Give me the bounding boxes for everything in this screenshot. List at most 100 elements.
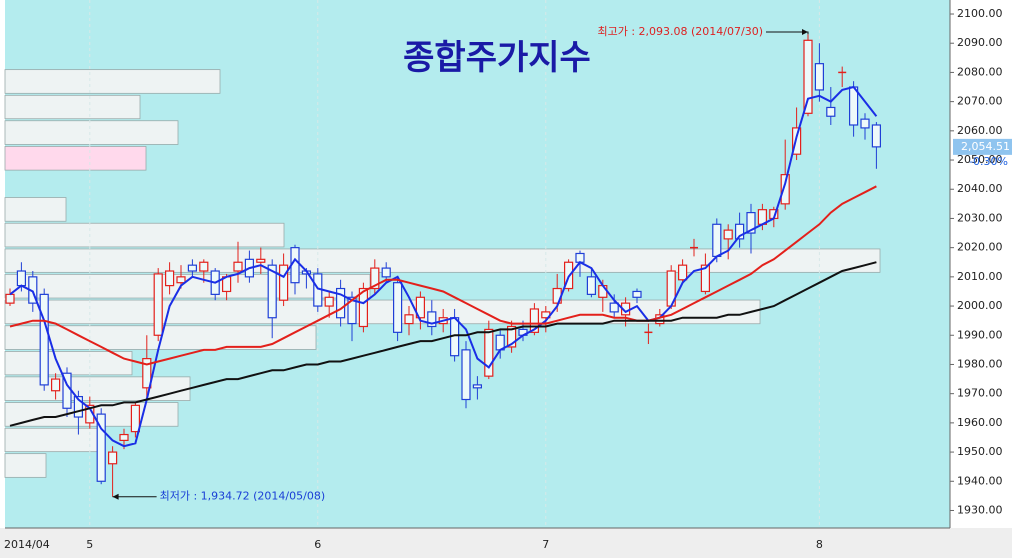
- change-label: -0.30%: [969, 155, 1008, 168]
- candle-body: [507, 325, 517, 348]
- candle-body: [404, 314, 414, 325]
- candle-body: [50, 378, 61, 392]
- candle-body: [73, 395, 84, 418]
- volume-bar: [4, 376, 191, 401]
- candle-body: [130, 404, 140, 433]
- y-tick-label: 1940.00: [957, 474, 1003, 487]
- candle-body: [712, 223, 722, 258]
- candle-body: [791, 127, 802, 155]
- x-tick-label: 7: [542, 538, 549, 551]
- y-tick-label: 1990.00: [957, 328, 1003, 341]
- candle-body: [472, 384, 482, 389]
- y-tick-label: 1980.00: [957, 357, 1003, 370]
- candle-body: [256, 258, 266, 263]
- candle-body: [233, 261, 243, 272]
- grid: [89, 0, 820, 528]
- candle-body: [803, 39, 813, 114]
- candle-body: [267, 264, 277, 319]
- candle-body: [279, 264, 289, 301]
- candle-body: [16, 270, 26, 287]
- y-tick-label: 2080.00: [957, 65, 1003, 78]
- moving-averages: [9, 85, 878, 448]
- min-annotation: 최저가 : 1,934.72 (2014/05/08): [160, 490, 326, 503]
- y-tick-label: 2060.00: [957, 124, 1003, 137]
- candle-body: [381, 267, 391, 278]
- y-tick-label: 1960.00: [957, 416, 1003, 429]
- candle-body: [370, 267, 380, 290]
- candle-body: [165, 270, 175, 287]
- candle-body: [734, 223, 745, 240]
- candle-body: [632, 290, 642, 298]
- candle-body: [826, 106, 836, 117]
- candle-body: [39, 293, 49, 386]
- moving-average: [9, 261, 877, 427]
- labels: 1930.00 1940.00 1950.00 1960.00 1970.00 1980.…: [4, 7, 1012, 551]
- y-tick-label: 2090.00: [957, 36, 1003, 49]
- chart-title: 종합주가지수: [403, 38, 591, 78]
- candle-body: [484, 328, 494, 377]
- max-arrowhead: [802, 29, 808, 35]
- candle-body: [176, 276, 186, 284]
- volume-bar: [4, 351, 133, 376]
- y-tick-label: 1930.00: [957, 503, 1003, 516]
- candle-body: [142, 358, 152, 389]
- candle-body: [575, 252, 585, 263]
- y-tick-label: 2040.00: [957, 182, 1003, 195]
- volume-bar: [4, 120, 179, 145]
- y-tick-label: 2050.00: [957, 153, 1003, 166]
- y-tick-label: 2100.00: [957, 7, 1003, 20]
- volume-bar: [4, 146, 147, 171]
- candle-body: [415, 296, 425, 319]
- y-tick-label: 2070.00: [957, 95, 1003, 108]
- last-price-label: 2,054.51: [961, 140, 1010, 153]
- candle-body: [529, 308, 540, 333]
- candle-body: [153, 273, 163, 336]
- volume-bar: [4, 453, 47, 478]
- max-annotation: 최고가 : 2,093.08 (2014/07/30): [597, 25, 763, 38]
- candle-body: [677, 264, 688, 281]
- y-tick-label: 2020.00: [957, 241, 1003, 254]
- y-tick-label: 2030.00: [957, 211, 1003, 224]
- x-tick-label: 6: [314, 538, 321, 551]
- candle-body: [871, 124, 882, 148]
- volume-bar: [4, 427, 103, 453]
- last-price-box: [953, 138, 1012, 155]
- volume-bar: [4, 197, 67, 222]
- candle-body: [393, 282, 403, 333]
- volume-bar: [4, 222, 285, 248]
- candle-body: [860, 118, 870, 129]
- candle-body: [461, 349, 471, 401]
- candle-body: [347, 296, 357, 325]
- candle-body: [746, 212, 756, 234]
- candle-body: [187, 264, 197, 272]
- candle-body: [586, 276, 597, 295]
- candle-body: [324, 296, 334, 307]
- candle-body: [358, 287, 368, 328]
- candle-body: [427, 311, 437, 328]
- candle-body: [780, 174, 790, 205]
- y-tick-label: 1970.00: [957, 387, 1003, 400]
- volume-bar: [4, 273, 371, 299]
- candle-body: [5, 293, 15, 304]
- y-tick-label: 2000.00: [957, 299, 1003, 312]
- candle-body: [336, 287, 346, 319]
- candle-body: [814, 63, 825, 91]
- candle-body: [199, 261, 209, 272]
- candle-body: [848, 86, 859, 126]
- candle-body: [107, 451, 118, 465]
- moving-average: [9, 85, 878, 448]
- candle-body: [119, 433, 129, 441]
- y-tick-label: 2010.00: [957, 270, 1003, 283]
- moving-average: [9, 185, 877, 366]
- candle-body: [700, 264, 711, 293]
- x-axis-band: [0, 528, 1012, 558]
- candle-body: [723, 229, 733, 240]
- volume-bar: [4, 248, 881, 273]
- x-tick-label: 5: [86, 538, 93, 551]
- y-tick-label: 1950.00: [957, 445, 1003, 458]
- volume-profile: [4, 69, 881, 478]
- candle-body: [96, 413, 106, 482]
- min-arrowhead: [112, 493, 119, 500]
